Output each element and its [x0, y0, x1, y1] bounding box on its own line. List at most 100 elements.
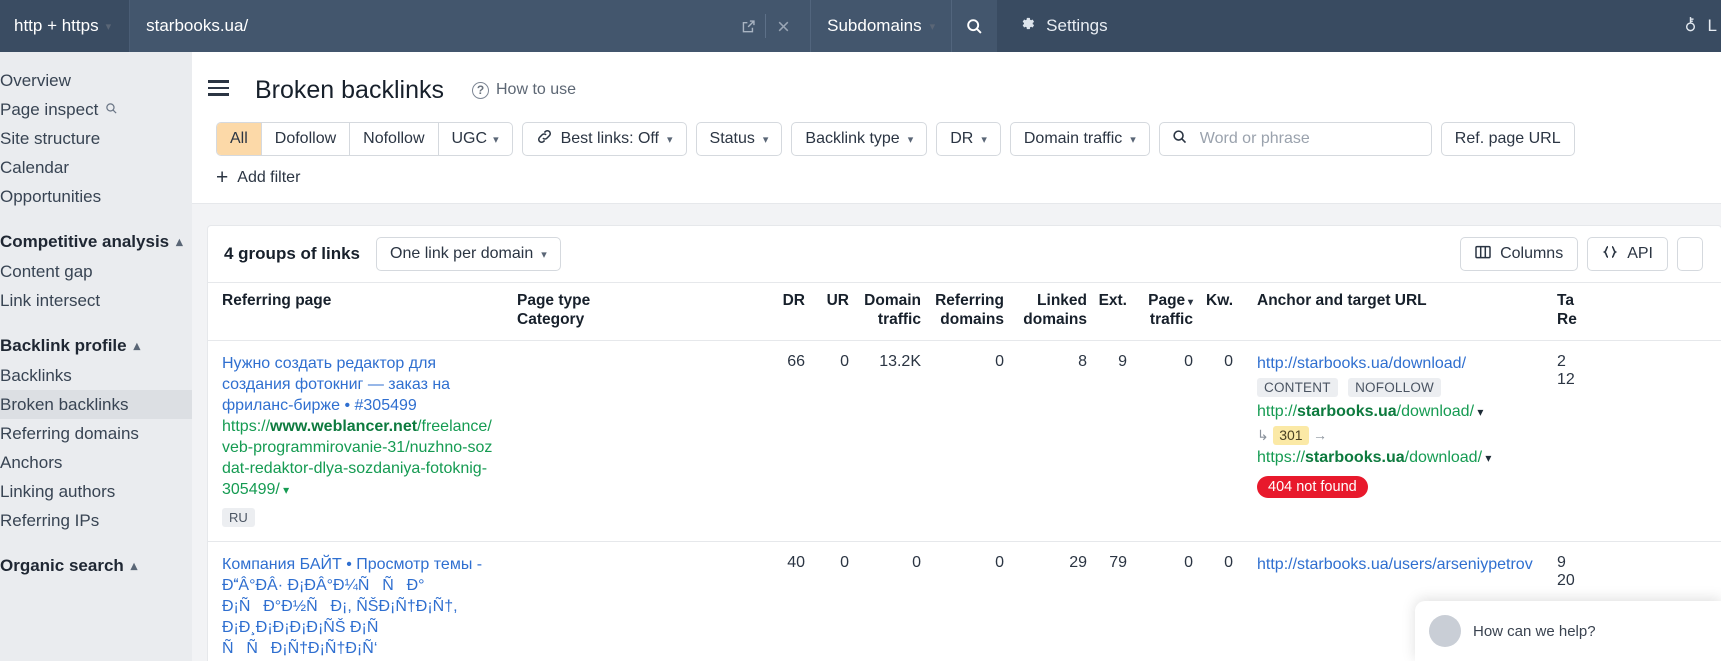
arrow-right-icon: →: [1313, 426, 1327, 443]
col-anchor-target-url[interactable]: Anchor and target URL: [1243, 282, 1543, 341]
col-referring-domains[interactable]: Referring domains: [931, 282, 1014, 341]
sidebar-group-competitive-analysis[interactable]: Competitive analysis ▴: [0, 227, 192, 257]
chat-widget[interactable]: How can we help?: [1415, 601, 1721, 661]
cell-page-traffic: 0: [1137, 339, 1203, 542]
follow-type-segmented: All Dofollow Nofollow UGC ▾: [216, 122, 513, 156]
add-filter-button[interactable]: + Add filter: [192, 166, 1721, 189]
filter-tab-all[interactable]: All: [217, 123, 262, 155]
sidebar-item-link-intersect[interactable]: Link intersect: [0, 286, 192, 315]
sidebar-item-referring-ips[interactable]: Referring IPs: [0, 506, 192, 535]
sidebar-item-content-gap[interactable]: Content gap: [0, 257, 192, 286]
cell-ext[interactable]: 9: [1097, 339, 1137, 542]
col-label: Referring: [935, 292, 1004, 309]
filter-panel: All Dofollow Nofollow UGC ▾: [192, 110, 1721, 204]
anchor-url-link[interactable]: http://starbooks.ua/download/: [1257, 354, 1467, 372]
search-icon: [105, 95, 118, 124]
cell-linked-domains[interactable]: 8: [1014, 339, 1097, 542]
sidebar-item-backlinks[interactable]: Backlinks: [0, 361, 192, 390]
referring-page-title-link[interactable]: Компания БАЙТ • Просмотр темы - ÐÂ°ÐÂ· …: [222, 555, 483, 657]
plus-icon: +: [216, 166, 229, 189]
sidebar-item-label: Referring IPs: [0, 511, 100, 530]
protocol-select[interactable]: http + https ▾: [0, 0, 131, 52]
backlink-type-filter[interactable]: Backlink type ▾: [791, 122, 928, 156]
cell-ext[interactable]: 79: [1097, 540, 1137, 661]
external-link-icon[interactable]: [731, 0, 765, 52]
add-filter-label: Add filter: [237, 169, 301, 186]
sidebar-item-referring-domains[interactable]: Referring domains: [0, 419, 192, 448]
settings-button[interactable]: Settings: [997, 0, 1121, 52]
search-input[interactable]: [1197, 129, 1419, 149]
referring-page-url[interactable]: https://www.weblancer.net/freelance/veb-…: [222, 416, 493, 500]
close-icon[interactable]: [766, 0, 800, 52]
sidebar-item-label: Backlinks: [0, 366, 72, 385]
sidebar-group-organic-search[interactable]: Organic search ▴: [0, 551, 192, 581]
how-to-use-link[interactable]: ? How to use: [471, 81, 576, 99]
sidebar-group-backlink-profile[interactable]: Backlink profile ▴: [0, 331, 192, 361]
api-label: API: [1627, 245, 1653, 262]
domain-traffic-label: Domain traffic: [1023, 130, 1123, 147]
columns-icon: [1475, 245, 1491, 264]
sidebar-item-anchors[interactable]: Anchors: [0, 448, 192, 477]
keyword-search-box[interactable]: [1158, 122, 1432, 156]
chevron-down-icon[interactable]: ▾: [1474, 404, 1484, 419]
filter-tab-ugc[interactable]: UGC ▾: [439, 123, 512, 155]
sidebar-item-broken-backlinks[interactable]: Broken backlinks: [0, 390, 192, 419]
chevron-down-icon[interactable]: ▾: [1482, 450, 1492, 465]
col-tail[interactable]: Ta Re: [1543, 282, 1721, 341]
col-kw[interactable]: Kw.: [1203, 282, 1243, 341]
target-url[interactable]: http://starbooks.ua/download/ ▾: [1257, 401, 1533, 422]
sidebar-item-site-structure[interactable]: Site structure: [0, 124, 192, 153]
col-domain-traffic[interactable]: Domain traffic: [859, 282, 931, 341]
filter-tab-nofollow[interactable]: Nofollow: [350, 123, 439, 155]
page-title: Broken backlinks: [255, 75, 444, 104]
col-label-2: Category: [517, 311, 585, 329]
target-url-field[interactable]: starbooks.ua/: [130, 0, 811, 52]
tag-content: CONTENT: [1257, 377, 1338, 397]
search-button[interactable]: [951, 0, 998, 52]
chevron-up-icon: ▴: [176, 234, 183, 249]
col-linked-domains[interactable]: Linked domains: [1014, 282, 1097, 341]
anchor-url-link[interactable]: http://starbooks.ua/users/arseniypetrov: [1257, 555, 1533, 573]
best-links-filter[interactable]: Best links: Off ▾: [521, 122, 687, 156]
api-button[interactable]: API: [1587, 237, 1668, 271]
col-page-type-category[interactable]: Page type Category: [503, 282, 773, 341]
referring-page-title-link[interactable]: Нужно создать редактор для создания фото…: [222, 354, 451, 414]
menu-toggle-icon[interactable]: [208, 80, 229, 96]
sidebar-item-linking-authors[interactable]: Linking authors: [0, 477, 192, 506]
cell-anchor-target-url: http://starbooks.ua/download/ CONTENT NO…: [1243, 339, 1543, 542]
export-button[interactable]: [1677, 237, 1703, 271]
topbar-right-label[interactable]: L: [1707, 16, 1717, 35]
dr-filter[interactable]: DR ▾: [936, 122, 1001, 156]
target-url-value: starbooks.ua/: [146, 16, 249, 35]
sidebar-item-calendar[interactable]: Calendar: [0, 153, 192, 182]
col-ur[interactable]: UR: [815, 282, 859, 341]
col-dr[interactable]: DR: [773, 282, 815, 341]
grouping-select[interactable]: One link per domain ▾: [376, 237, 561, 271]
col-label: Ext.: [1098, 292, 1127, 309]
filter-tab-dofollow[interactable]: Dofollow: [262, 123, 351, 155]
avatar: [1429, 615, 1461, 647]
columns-label: Columns: [1500, 245, 1564, 262]
columns-button[interactable]: Columns: [1460, 237, 1579, 271]
col-referring-page[interactable]: Referring page: [208, 282, 503, 341]
col-label-2: domains: [940, 311, 1004, 329]
url-prefix: http://: [1257, 402, 1298, 420]
cell-linked-domains[interactable]: 29: [1014, 540, 1097, 661]
chevron-down-icon: ▾: [981, 133, 987, 146]
chevron-down-icon[interactable]: ▾: [279, 483, 290, 498]
url-prefix: https://: [1257, 448, 1306, 466]
ref-page-url-filter[interactable]: Ref. page URL: [1440, 122, 1575, 156]
col-page-traffic[interactable]: Page ▾ traffic: [1137, 282, 1203, 341]
protocol-select-label: http + https: [14, 16, 99, 35]
col-ext[interactable]: Ext.: [1097, 282, 1137, 341]
redirect-target-url[interactable]: https://starbooks.ua/download/ ▾: [1257, 449, 1491, 466]
key-icon[interactable]: [1683, 14, 1698, 38]
scope-select[interactable]: Subdomains ▾: [810, 0, 952, 52]
domain-traffic-filter[interactable]: Domain traffic ▾: [1009, 122, 1150, 156]
sidebar-item-opportunities[interactable]: Opportunities: [0, 182, 192, 211]
table-header-row: Referring page Page type Category DR UR: [208, 282, 1721, 341]
sidebar-item-overview[interactable]: Overview: [0, 66, 192, 95]
status-filter[interactable]: Status ▾: [695, 122, 783, 156]
col-label: Page: [1148, 292, 1186, 309]
sidebar-item-page-inspect[interactable]: Page inspect: [0, 95, 192, 124]
